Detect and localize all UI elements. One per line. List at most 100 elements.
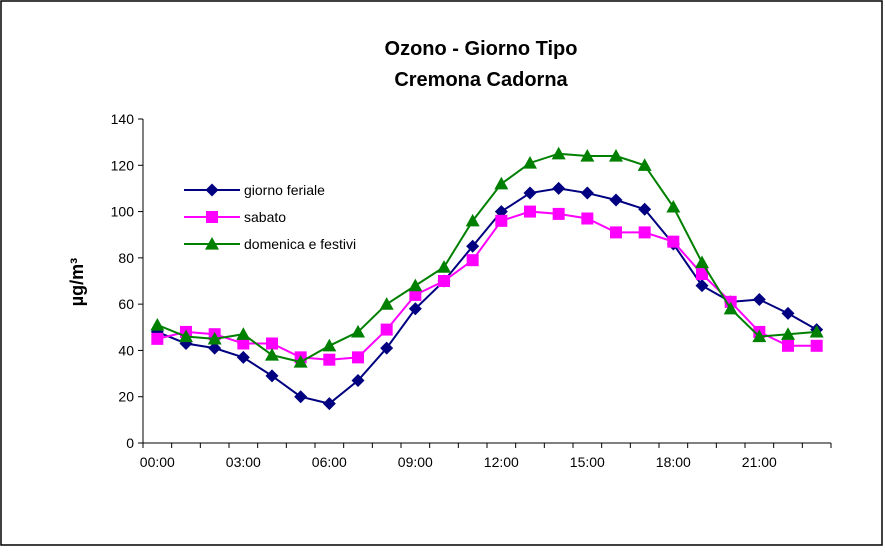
legend-marker bbox=[205, 183, 219, 197]
y-tick-label: 80 bbox=[118, 250, 134, 266]
data-point bbox=[237, 337, 250, 350]
data-point bbox=[609, 193, 623, 207]
series-line bbox=[156, 187, 818, 405]
y-tick-label: 0 bbox=[126, 435, 134, 451]
data-point bbox=[695, 255, 709, 269]
data-point bbox=[323, 353, 336, 366]
data-point bbox=[294, 390, 308, 404]
data-point bbox=[466, 254, 479, 267]
data-point bbox=[351, 374, 365, 388]
data-point bbox=[322, 397, 336, 411]
data-point bbox=[236, 350, 250, 364]
data-point bbox=[552, 207, 565, 220]
chart-subtitle: Cremona Cadorna bbox=[394, 69, 568, 91]
data-point bbox=[638, 202, 652, 216]
y-tick-label: 120 bbox=[111, 157, 135, 173]
legend-entry: giorno feriale bbox=[184, 182, 325, 198]
x-tick-label: 12:00 bbox=[484, 454, 519, 470]
chart-title: Ozono - Giorno Tipo bbox=[385, 38, 578, 60]
data-point bbox=[580, 149, 595, 162]
data-point bbox=[380, 341, 394, 355]
data-point bbox=[695, 279, 709, 293]
x-tick-label: 03:00 bbox=[226, 454, 261, 470]
y-axis-label: µg/m³ bbox=[67, 258, 87, 306]
legend-label: domenica e festivi bbox=[244, 236, 356, 252]
data-point bbox=[667, 235, 680, 248]
data-point bbox=[637, 158, 652, 171]
data-point bbox=[782, 339, 794, 352]
data-point bbox=[810, 339, 823, 352]
data-point bbox=[408, 302, 422, 316]
y-tick-label: 40 bbox=[118, 342, 134, 358]
data-point bbox=[293, 355, 308, 368]
data-point bbox=[437, 260, 451, 273]
data-point bbox=[151, 332, 164, 345]
data-point bbox=[208, 341, 222, 355]
data-point bbox=[523, 155, 537, 169]
data-point bbox=[351, 324, 365, 338]
data-point bbox=[809, 324, 824, 338]
data-point bbox=[494, 205, 508, 219]
data-point bbox=[265, 369, 279, 383]
data-point bbox=[610, 226, 622, 239]
x-tick-label: 00:00 bbox=[140, 454, 175, 470]
data-point bbox=[438, 275, 450, 287]
data-point bbox=[495, 214, 508, 227]
data-point bbox=[322, 338, 337, 352]
x-tick-label: 06:00 bbox=[312, 454, 347, 470]
data-point bbox=[179, 329, 193, 343]
data-point bbox=[551, 146, 566, 160]
data-point bbox=[552, 181, 566, 195]
data-point bbox=[524, 205, 536, 218]
data-point bbox=[379, 297, 394, 310]
data-point bbox=[696, 268, 708, 281]
data-point bbox=[150, 317, 165, 331]
data-point bbox=[638, 226, 651, 239]
data-point bbox=[523, 186, 537, 200]
legend-entry: sabato bbox=[184, 209, 286, 225]
y-tick-label: 140 bbox=[111, 111, 135, 127]
data-point bbox=[494, 176, 509, 190]
data-point bbox=[266, 337, 278, 350]
series-triangle bbox=[150, 146, 824, 368]
data-point bbox=[666, 199, 681, 213]
data-point bbox=[352, 351, 364, 364]
data-point bbox=[236, 327, 251, 340]
legend-label: giorno feriale bbox=[244, 182, 325, 198]
legend-entry: domenica e festivi bbox=[184, 236, 356, 252]
data-point bbox=[409, 288, 422, 301]
data-point bbox=[581, 212, 594, 225]
y-ticks: 0 20 40 60 80 100 120 140 bbox=[111, 111, 143, 451]
data-point bbox=[781, 306, 795, 320]
data-point bbox=[380, 323, 393, 336]
x-tick-label: 15:00 bbox=[570, 454, 605, 470]
x-ticks: 00:00 03:00 06:00 09:00 12:00 15:00 18:00 21:00 bbox=[140, 443, 832, 470]
legend: giorno feriale sabato domenica e festivi bbox=[184, 182, 356, 252]
data-point bbox=[465, 213, 480, 227]
y-tick-label: 100 bbox=[111, 204, 135, 220]
legend-label: sabato bbox=[244, 209, 286, 225]
series-square bbox=[151, 205, 823, 366]
series-line bbox=[156, 152, 817, 364]
data-point bbox=[207, 331, 222, 345]
data-point bbox=[580, 186, 594, 200]
x-tick-label: 09:00 bbox=[398, 454, 433, 470]
data-point bbox=[466, 239, 480, 253]
data-point bbox=[781, 327, 795, 340]
data-point bbox=[265, 348, 279, 361]
data-point bbox=[752, 329, 767, 343]
data-point bbox=[609, 149, 623, 162]
y-tick-label: 60 bbox=[118, 296, 134, 312]
y-tick-label: 20 bbox=[118, 389, 134, 405]
x-tick-label: 21:00 bbox=[742, 454, 777, 470]
data-point bbox=[723, 301, 738, 315]
series-layer bbox=[150, 146, 824, 411]
x-tick-label: 18:00 bbox=[656, 454, 691, 470]
data-point bbox=[408, 278, 423, 292]
legend-marker bbox=[206, 211, 218, 223]
legend-marker bbox=[205, 237, 219, 250]
data-point bbox=[752, 293, 766, 307]
